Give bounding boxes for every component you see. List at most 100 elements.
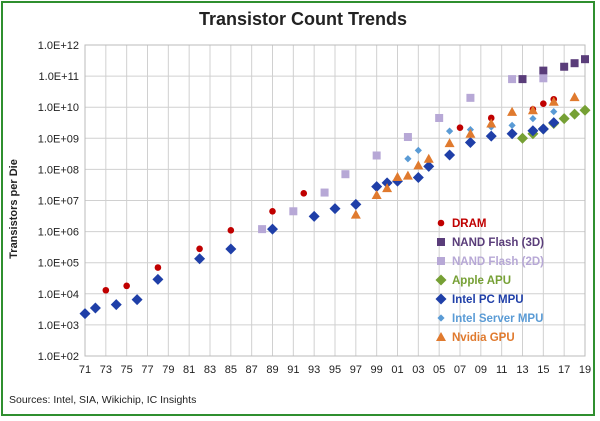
x-tick-label: 73 (100, 364, 112, 376)
point-nvidia-gpu (413, 160, 424, 170)
point-nand-flash-3d (581, 55, 589, 64)
point-nand-flash-2d (320, 188, 329, 197)
point-intel-pc-mpu (485, 130, 497, 142)
point-nand-flash-2d (341, 170, 350, 179)
point-dram (456, 124, 464, 131)
point-intel-server-mpu (550, 108, 558, 116)
point-intel-pc-mpu (152, 273, 164, 285)
legend-item-nand-flash-3d: NAND Flash (3D) (437, 237, 544, 249)
point-dram (269, 207, 276, 215)
x-tick-label: 15 (537, 364, 549, 376)
point-dram (123, 282, 130, 290)
y-tick-label: 1.0E+05 (38, 258, 79, 270)
point-intel-server-mpu (404, 155, 412, 163)
point-nand-flash-2d (508, 75, 517, 84)
point-intel-pc-mpu (381, 177, 393, 189)
point-nand-flash-2d (403, 133, 412, 142)
y-axis: 1.0E+02 1.0E+03 1.0E+04 1.0E+05 1.0E+06 1.0E+… (38, 40, 79, 363)
x-tick-label: 71 (79, 364, 91, 376)
y-tick-label: 1.0E+09 (38, 133, 79, 145)
point-nvidia-gpu (507, 106, 518, 116)
legend-marker (436, 332, 446, 341)
point-dram (196, 245, 203, 253)
data-points (79, 55, 591, 320)
point-nand-flash-2d (372, 151, 381, 160)
point-nvidia-gpu (350, 209, 361, 219)
plot-area (84, 44, 586, 357)
x-tick-label: 95 (329, 364, 341, 376)
point-intel-pc-mpu (548, 117, 560, 129)
point-intel-pc-mpu (444, 149, 456, 161)
x-tick-label: 09 (475, 364, 487, 376)
point-nvidia-gpu (382, 183, 393, 193)
point-intel-pc-mpu (537, 123, 549, 135)
point-intel-pc-mpu (506, 128, 518, 140)
point-apple-apu (579, 104, 591, 116)
point-nand-flash-2d (435, 113, 444, 122)
chart: Transistor Count Trends 1.0E+021.0E+031.… (8, 9, 591, 406)
x-tick-label: 87 (246, 364, 258, 376)
point-nvidia-gpu (371, 190, 382, 200)
point-intel-pc-mpu (308, 210, 320, 222)
legend-label: NAND Flash (3D) (452, 237, 544, 249)
point-nand-flash-2d (539, 74, 548, 83)
point-intel-pc-mpu (329, 203, 341, 215)
x-tick-label: 75 (121, 364, 133, 376)
point-intel-pc-mpu (371, 181, 383, 193)
point-intel-server-mpu (414, 146, 422, 154)
point-apple-apu (569, 108, 581, 120)
point-intel-pc-mpu (350, 198, 362, 210)
x-tick-label: 93 (308, 364, 320, 376)
point-nvidia-gpu (444, 138, 455, 148)
point-intel-pc-mpu (267, 223, 278, 235)
legend-label: NAND Flash (2D) (452, 256, 544, 268)
point-intel-pc-mpu (79, 308, 91, 320)
x-tick-label: 85 (225, 364, 237, 376)
x-tick-label: 11 (496, 364, 507, 376)
x-tick-label: 77 (141, 364, 153, 376)
legend-item-nvidia-gpu: Nvidia GPU (436, 332, 515, 344)
y-tick-label: 1.0E+03 (38, 320, 79, 332)
point-nvidia-gpu (569, 92, 580, 102)
legend-marker (437, 219, 445, 227)
y-tick-label: 1.0E+08 (38, 164, 79, 176)
point-dram (300, 190, 308, 197)
point-nvidia-gpu (402, 170, 413, 180)
x-tick-label: 81 (183, 364, 195, 376)
x-tick-label: 89 (266, 364, 278, 376)
point-intel-pc-mpu (225, 243, 237, 255)
point-nand-flash-3d (560, 62, 569, 71)
legend-item-intel-server-mpu: Intel Server MPU (437, 313, 543, 325)
x-tick-label: 91 (287, 364, 299, 376)
x-tick-label: 07 (454, 364, 466, 376)
x-tick-label: 17 (558, 364, 570, 376)
y-tick-label: 1.0E+06 (38, 227, 79, 239)
legend-marker (437, 314, 445, 322)
point-intel-pc-mpu (89, 302, 101, 314)
chart-frame: Transistor Count Trends 1.0E+02 1.0E+03 1.… (1, 1, 595, 416)
point-nand-flash-3d (518, 75, 527, 84)
point-intel-server-mpu (445, 127, 454, 135)
point-dram (102, 286, 110, 294)
point-nand-flash-2d (466, 93, 475, 102)
point-nvidia-gpu (423, 153, 434, 163)
y-tick-label: 1.0E+04 (38, 289, 79, 301)
legend-marker (437, 257, 445, 265)
y-axis-label: Transistors per Die (8, 159, 20, 259)
chart-title: Transistor Count Trends (199, 9, 407, 29)
x-tick-label: 83 (204, 364, 216, 376)
point-intel-server-mpu (508, 121, 516, 129)
point-nand-flash-3d (539, 66, 548, 75)
point-intel-pc-mpu (110, 299, 122, 311)
point-nvidia-gpu (527, 105, 538, 115)
point-nvidia-gpu (548, 96, 559, 106)
x-tick-label: 13 (516, 364, 528, 376)
legend-item-dram: DRAM (437, 218, 487, 230)
point-dram (154, 264, 162, 271)
x-tick-label: 79 (162, 364, 174, 376)
point-dram (540, 100, 547, 107)
y-tick-label: 1.0E+02 (38, 351, 79, 363)
legend-marker (437, 238, 445, 246)
grid (84, 44, 586, 357)
legend-label: Intel Server MPU (452, 313, 543, 325)
